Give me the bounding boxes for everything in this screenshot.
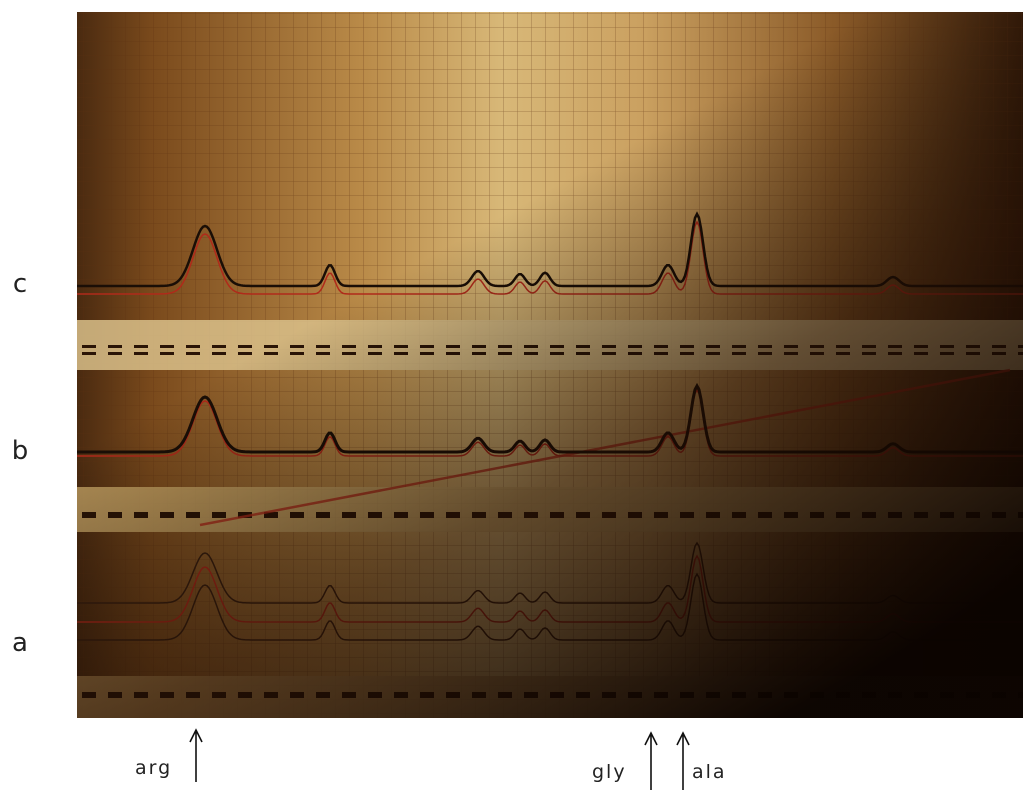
panel-label: a [12,628,28,658]
amino-acid-label: gly [592,761,627,783]
arrows [189,728,690,790]
panel-label: c [13,269,27,299]
photo [77,12,1023,718]
amino-acid-label: ala [692,761,727,783]
panel-label: b [12,436,29,466]
amino-acid-label: arg [135,757,172,779]
